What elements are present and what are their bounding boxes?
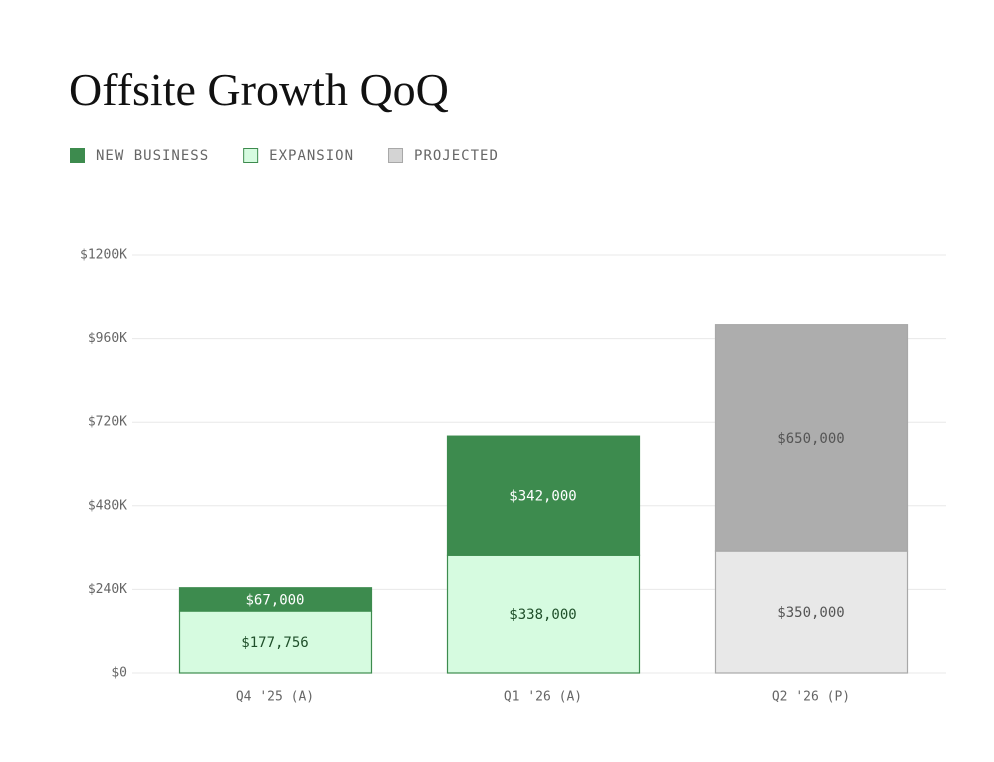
y-tick-label: $720K — [88, 415, 127, 430]
y-tick-label: $480K — [88, 498, 127, 513]
x-tick-label: Q1 '26 (A) — [504, 690, 582, 705]
value-label: $350,000 — [777, 605, 844, 621]
value-label: $177,756 — [241, 635, 308, 651]
legend-swatch — [243, 148, 259, 163]
value-label: $342,000 — [509, 489, 576, 505]
legend-swatch — [70, 148, 85, 163]
y-tick-label: $0 — [111, 666, 127, 681]
legend-label: PROJECTED — [414, 148, 499, 164]
bar-segment — [446, 435, 641, 556]
bar-segment — [446, 554, 641, 674]
value-label: $650,000 — [777, 431, 844, 447]
chart-title: Offsite Growth QoQ — [69, 64, 449, 115]
bar-segment — [178, 610, 373, 674]
legend-label: NEW BUSINESS — [96, 148, 209, 164]
y-tick-label: $960K — [88, 331, 127, 346]
legend-label: EXPANSION — [269, 148, 354, 164]
y-tick-label: $240K — [88, 582, 127, 597]
value-label: $67,000 — [245, 592, 304, 608]
bar-segment — [714, 550, 909, 674]
bar-segment — [178, 587, 373, 612]
x-tick-label: Q4 '25 (A) — [236, 690, 314, 705]
bar-segment — [714, 324, 909, 552]
legend-swatch — [388, 148, 404, 163]
y-tick-label: $1200K — [80, 248, 127, 263]
x-tick-label: Q2 '26 (P) — [772, 690, 850, 705]
value-label: $338,000 — [509, 607, 576, 623]
